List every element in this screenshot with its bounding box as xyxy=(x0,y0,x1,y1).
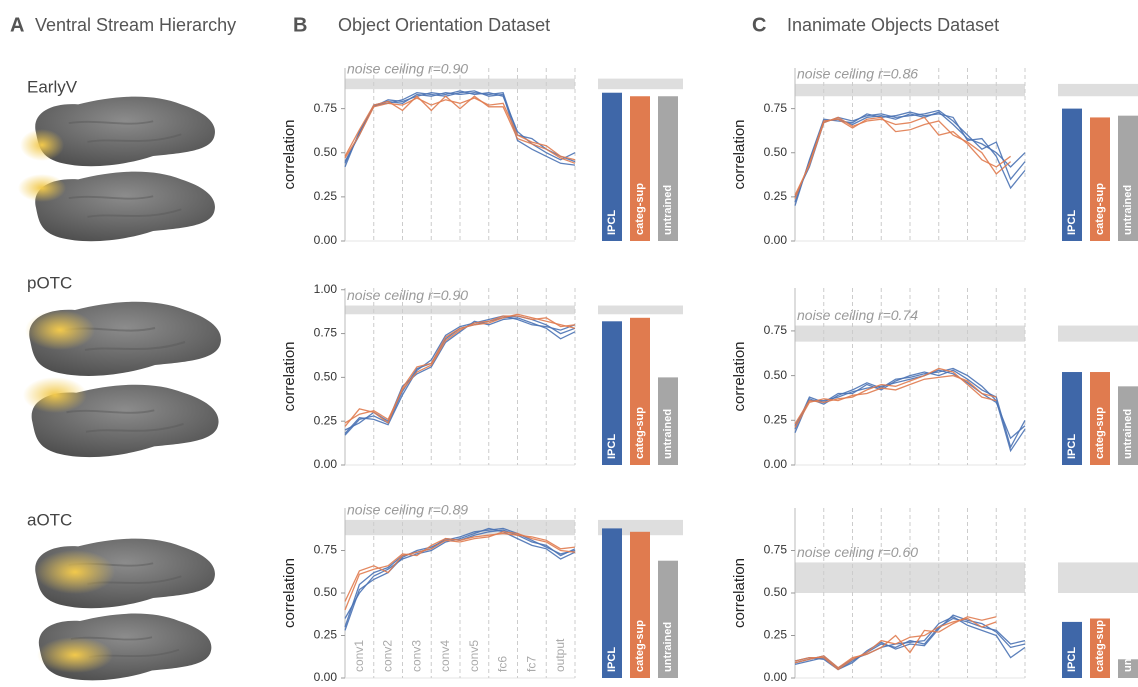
x-tick-label: fc7 xyxy=(524,656,538,672)
panel-letter: B xyxy=(293,14,307,36)
series-line xyxy=(795,117,1011,198)
y-tick-label: 0.75 xyxy=(314,326,338,340)
y-axis-label: correlation xyxy=(281,119,298,189)
y-tick-label: 0.25 xyxy=(314,189,338,203)
brain-images xyxy=(18,97,221,681)
x-tick-label: fc6 xyxy=(496,656,510,672)
bar-label: untrained xyxy=(1122,185,1134,235)
y-tick-label: 0.75 xyxy=(314,101,338,115)
y-tick-label: 0.50 xyxy=(764,145,788,159)
figure: A Ventral Stream Hierarchy B Object Orie… xyxy=(0,0,1138,687)
y-tick-label: 0.50 xyxy=(764,368,788,382)
y-tick-label: 0.75 xyxy=(764,543,788,557)
panel-title: Inanimate Objects Dataset xyxy=(787,15,999,35)
x-tick-label: output xyxy=(553,638,567,672)
y-axis-label: correlation xyxy=(281,558,298,628)
region-label: aOTC xyxy=(27,510,72,529)
bar-label: untrained xyxy=(662,185,674,235)
series-line xyxy=(795,117,1011,195)
y-tick-label: 0.25 xyxy=(764,412,788,426)
y-axis-label: correlation xyxy=(731,341,748,411)
noise-ceiling-band xyxy=(1058,562,1138,593)
bar-label: IPCL xyxy=(1066,210,1078,235)
bar-label: categ-sup xyxy=(634,620,646,672)
y-tick-label: 0.00 xyxy=(764,670,788,684)
bar-label: IPCL xyxy=(1066,647,1078,672)
y-tick-label: 0.00 xyxy=(314,233,338,247)
y-tick-label: 1.00 xyxy=(314,282,338,296)
bar-label: untrained xyxy=(1122,622,1134,672)
region-label: pOTC xyxy=(27,273,72,292)
series-line xyxy=(345,98,575,160)
bar-label: categ-sup xyxy=(1094,407,1106,459)
noise-ceiling-band xyxy=(1058,326,1138,342)
bar-label: untrained xyxy=(662,409,674,459)
noise-ceiling-label: noise ceiling r=0.86 xyxy=(797,66,918,82)
y-tick-label: 0.75 xyxy=(764,323,788,337)
noise-ceiling-label: noise ceiling r=0.74 xyxy=(797,307,918,323)
noise-ceiling-band xyxy=(598,79,683,90)
series-line xyxy=(795,369,996,424)
y-tick-label: 0.25 xyxy=(314,413,338,427)
panel-title: Object Orientation Dataset xyxy=(338,15,550,35)
noise-ceiling-label: noise ceiling r=0.89 xyxy=(347,502,468,518)
panel-letter: A xyxy=(10,14,24,36)
x-tick-label: conv5 xyxy=(467,640,481,672)
x-tick-label: conv4 xyxy=(438,640,452,672)
y-tick-label: 0.25 xyxy=(314,628,338,642)
y-tick-label: 0.75 xyxy=(314,543,338,557)
region-label: EarlyV xyxy=(27,77,78,96)
series-line xyxy=(795,619,996,670)
y-tick-label: 0.50 xyxy=(314,145,338,159)
bar-label: IPCL xyxy=(606,210,618,235)
bar-label: categ-sup xyxy=(1094,183,1106,235)
bar-label: untrained xyxy=(662,622,674,672)
noise-ceiling-label: noise ceiling r=0.90 xyxy=(347,287,468,303)
bar-label: IPCL xyxy=(606,647,618,672)
y-tick-label: 0.25 xyxy=(764,628,788,642)
x-tick-label: conv1 xyxy=(352,640,366,672)
y-axis-label: correlation xyxy=(731,558,748,628)
noise-ceiling-band xyxy=(1058,84,1138,96)
x-tick-label: conv3 xyxy=(409,640,423,672)
noise-ceiling-label: noise ceiling r=0.90 xyxy=(347,60,468,76)
noise-ceiling-label: noise ceiling r=0.60 xyxy=(797,544,918,560)
y-tick-label: 0.00 xyxy=(764,457,788,471)
bar-label: IPCL xyxy=(606,434,618,459)
y-axis-label: correlation xyxy=(281,341,298,411)
y-tick-label: 0.00 xyxy=(314,670,338,684)
y-tick-label: 0.50 xyxy=(314,585,338,599)
panel-letter: C xyxy=(752,14,766,36)
y-tick-label: 0.50 xyxy=(314,370,338,384)
bar-label: categ-sup xyxy=(634,183,646,235)
x-tick-label: conv2 xyxy=(381,640,395,672)
bar-label: IPCL xyxy=(1066,434,1078,459)
noise-ceiling-band xyxy=(598,306,683,315)
panel-title: Ventral Stream Hierarchy xyxy=(35,15,236,35)
bar-label: categ-sup xyxy=(1094,620,1106,672)
bar-label: categ-sup xyxy=(634,407,646,459)
y-tick-label: 0.25 xyxy=(764,189,788,203)
y-axis-label: correlation xyxy=(731,119,748,189)
y-tick-label: 0.50 xyxy=(764,585,788,599)
y-tick-label: 0.75 xyxy=(764,101,788,115)
y-tick-label: 0.00 xyxy=(314,457,338,471)
y-tick-label: 0.00 xyxy=(764,233,788,247)
bar-label: untrained xyxy=(1122,409,1134,459)
